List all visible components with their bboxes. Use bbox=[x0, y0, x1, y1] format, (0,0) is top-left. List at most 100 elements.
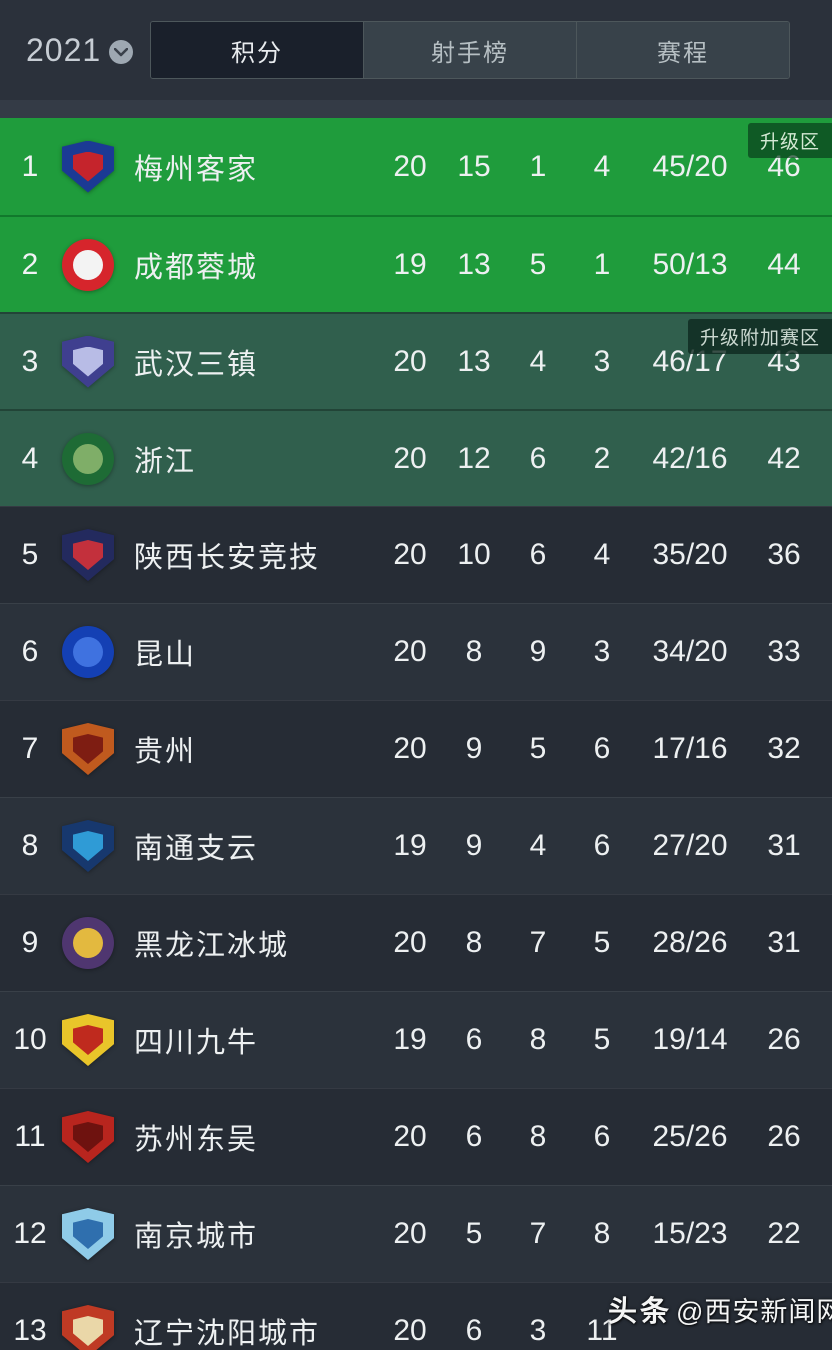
stat-drawn: 3 bbox=[529, 1314, 547, 1347]
stat-played: 20 bbox=[393, 344, 427, 378]
table-row[interactable]: 5 陕西长安竞技 20 10 6 4 35/20 36 bbox=[0, 506, 832, 603]
team-badge-icon bbox=[60, 140, 116, 193]
stat-goals: 45/20 bbox=[652, 149, 728, 183]
team-name: 南通支云 bbox=[134, 833, 259, 865]
rank-number: 10 bbox=[13, 1023, 47, 1056]
season-label: 2021 bbox=[26, 31, 102, 68]
stat-played: 19 bbox=[393, 1023, 427, 1056]
chevron-down-icon bbox=[109, 40, 134, 64]
rank-number: 5 bbox=[21, 538, 39, 571]
stat-played: 20 bbox=[393, 441, 427, 475]
team-name: 黑龙江冰城 bbox=[134, 930, 290, 962]
team-badge-icon bbox=[60, 723, 116, 775]
stat-won: 15 bbox=[457, 149, 491, 183]
stat-played: 20 bbox=[393, 1120, 427, 1153]
table-row[interactable]: 8 南通支云 19 9 4 6 27/20 31 bbox=[0, 797, 832, 894]
team-name: 武汉三镇 bbox=[134, 348, 259, 381]
team-name: 四川九牛 bbox=[134, 1027, 259, 1059]
stat-drawn: 5 bbox=[529, 247, 547, 281]
zone-badge: 升级区 bbox=[747, 123, 832, 158]
stat-lost: 11 bbox=[586, 1314, 618, 1347]
tab-schedule[interactable]: 赛程 bbox=[577, 22, 789, 78]
rank-number: 8 bbox=[21, 829, 39, 862]
stat-played: 20 bbox=[393, 732, 427, 765]
stat-drawn: 8 bbox=[529, 1120, 547, 1153]
rank-number: 1 bbox=[21, 149, 39, 183]
table-row[interactable]: 9 黑龙江冰城 20 8 7 5 28/26 31 bbox=[0, 894, 832, 991]
stat-goals: 25/26 bbox=[652, 1120, 728, 1153]
stat-played: 20 bbox=[393, 926, 427, 959]
stat-lost: 6 bbox=[593, 1120, 611, 1153]
zone-badge: 升级附加赛区 bbox=[687, 319, 832, 354]
standings-table: 1 梅州客家 20 15 1 4 45/20 46 升级区 2 成都蓉城 bbox=[0, 118, 832, 1350]
table-row[interactable]: 10 四川九牛 19 6 8 5 19/14 26 bbox=[0, 991, 832, 1088]
stat-drawn: 8 bbox=[529, 1023, 547, 1056]
table-row[interactable]: 1 梅州客家 20 15 1 4 45/20 46 升级区 bbox=[0, 118, 832, 215]
team-badge-icon bbox=[60, 1305, 116, 1350]
team-badge-icon bbox=[60, 432, 116, 485]
rank-number: 7 bbox=[21, 732, 39, 765]
stat-played: 20 bbox=[393, 635, 427, 668]
team-badge-icon bbox=[60, 820, 116, 872]
stat-goals: 17/16 bbox=[652, 732, 728, 765]
team-badge-icon bbox=[60, 626, 116, 678]
rank-number: 12 bbox=[13, 1217, 47, 1250]
table-row[interactable]: 7 贵州 20 9 5 6 17/16 32 bbox=[0, 700, 832, 797]
stat-won: 8 bbox=[465, 635, 483, 668]
stat-points: 42 bbox=[767, 441, 801, 475]
watermark: 头条 @西安新闻网 bbox=[608, 1288, 832, 1330]
team-name: 苏州东吴 bbox=[134, 1124, 259, 1156]
stat-lost: 5 bbox=[593, 1023, 611, 1056]
stat-played: 19 bbox=[393, 247, 427, 281]
stat-won: 9 bbox=[465, 829, 483, 862]
stat-goals: 19/14 bbox=[652, 1023, 728, 1056]
tab-schedule-label: 赛程 bbox=[657, 39, 709, 67]
stat-lost: 8 bbox=[593, 1217, 611, 1250]
tab-group: 积分 射手榜 赛程 bbox=[150, 21, 790, 79]
watermark-handle: @西安新闻网 bbox=[676, 1297, 832, 1327]
rank-number: 11 bbox=[14, 1120, 46, 1153]
tab-top-scorers-label: 射手榜 bbox=[431, 39, 509, 67]
team-badge-icon bbox=[60, 917, 116, 969]
table-row[interactable]: 6 昆山 20 8 9 3 34/20 33 bbox=[0, 603, 832, 700]
rank-number: 13 bbox=[13, 1314, 47, 1347]
stat-won: 9 bbox=[465, 732, 483, 765]
team-badge-icon bbox=[60, 1111, 116, 1163]
stat-lost: 1 bbox=[593, 247, 611, 281]
tab-standings[interactable]: 积分 bbox=[151, 22, 364, 78]
stat-won: 6 bbox=[465, 1120, 483, 1153]
stat-lost: 5 bbox=[593, 926, 611, 959]
stat-points: 26 bbox=[767, 1120, 801, 1153]
rank-number: 2 bbox=[21, 247, 39, 281]
stat-points: 36 bbox=[767, 538, 801, 571]
stat-drawn: 7 bbox=[529, 1217, 547, 1250]
stat-won: 5 bbox=[465, 1217, 483, 1250]
season-selector[interactable]: 2021 bbox=[26, 0, 134, 100]
stat-played: 20 bbox=[393, 149, 427, 183]
stat-won: 8 bbox=[465, 926, 483, 959]
tab-top-scorers[interactable]: 射手榜 bbox=[364, 22, 577, 78]
stat-goals: 42/16 bbox=[652, 441, 728, 475]
table-row[interactable]: 2 成都蓉城 19 13 5 1 50/13 44 bbox=[0, 215, 832, 312]
table-row[interactable]: 3 武汉三镇 20 13 4 3 46/17 43 升级附加赛区 bbox=[0, 312, 832, 409]
stat-drawn: 4 bbox=[529, 344, 547, 378]
team-name: 昆山 bbox=[134, 639, 197, 671]
table-row[interactable]: 4 浙江 20 12 6 2 42/16 42 bbox=[0, 409, 832, 506]
stat-points: 22 bbox=[767, 1217, 801, 1250]
watermark-brand: 头条 bbox=[608, 1296, 673, 1328]
stat-played: 20 bbox=[393, 538, 427, 571]
stat-goals: 50/13 bbox=[652, 247, 728, 281]
header-divider bbox=[0, 100, 832, 118]
team-name: 贵州 bbox=[134, 736, 197, 768]
table-row[interactable]: 13 辽宁沈阳城市 20 6 3 11 bbox=[0, 1282, 832, 1350]
stat-drawn: 4 bbox=[529, 829, 547, 862]
team-badge-icon bbox=[60, 1014, 116, 1066]
stat-goals: 28/26 bbox=[652, 926, 728, 959]
stat-goals: 34/20 bbox=[652, 635, 728, 668]
table-row[interactable]: 12 南京城市 20 5 7 8 15/23 22 bbox=[0, 1185, 832, 1282]
team-name: 辽宁沈阳城市 bbox=[134, 1318, 321, 1350]
table-row[interactable]: 11 苏州东吴 20 6 8 6 25/26 26 bbox=[0, 1088, 832, 1185]
stat-lost: 6 bbox=[593, 732, 611, 765]
stat-won: 12 bbox=[457, 441, 491, 475]
